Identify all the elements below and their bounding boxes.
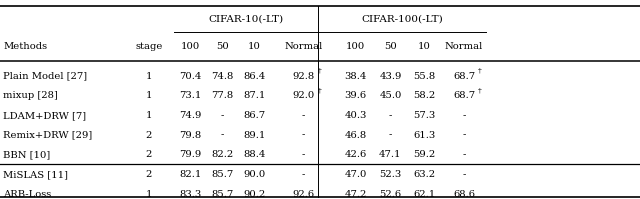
Text: 38.4: 38.4 bbox=[344, 71, 367, 81]
Text: MiSLAS [11]: MiSLAS [11] bbox=[3, 170, 68, 179]
Text: 57.3: 57.3 bbox=[413, 111, 435, 120]
Text: 68.7: 68.7 bbox=[453, 91, 475, 100]
Text: †: † bbox=[318, 86, 322, 94]
Text: †: † bbox=[478, 86, 482, 94]
Text: 1: 1 bbox=[145, 190, 152, 199]
Text: 2: 2 bbox=[146, 131, 152, 140]
Text: 62.1: 62.1 bbox=[413, 190, 435, 199]
Text: ARB-Loss: ARB-Loss bbox=[3, 190, 51, 199]
Text: Methods: Methods bbox=[3, 42, 47, 51]
Text: stage: stage bbox=[135, 42, 163, 51]
Text: mixup [28]: mixup [28] bbox=[3, 91, 58, 100]
Text: 46.8: 46.8 bbox=[344, 131, 367, 140]
Text: -: - bbox=[462, 111, 466, 120]
Text: 45.0: 45.0 bbox=[380, 91, 401, 100]
Text: 1: 1 bbox=[145, 111, 152, 120]
Text: CIFAR-10(-LT): CIFAR-10(-LT) bbox=[209, 14, 284, 23]
Text: 10: 10 bbox=[248, 42, 260, 51]
Text: 87.1: 87.1 bbox=[243, 91, 265, 100]
Text: †: † bbox=[318, 66, 322, 74]
Text: 39.6: 39.6 bbox=[344, 91, 367, 100]
Text: 89.1: 89.1 bbox=[243, 131, 265, 140]
Text: 85.7: 85.7 bbox=[211, 190, 233, 199]
Text: 61.3: 61.3 bbox=[413, 131, 435, 140]
Text: -: - bbox=[462, 170, 466, 179]
Text: 79.9: 79.9 bbox=[179, 150, 201, 159]
Text: Normal: Normal bbox=[445, 42, 483, 51]
Text: 73.1: 73.1 bbox=[179, 91, 201, 100]
Text: 90.2: 90.2 bbox=[243, 190, 265, 199]
Text: 79.8: 79.8 bbox=[179, 131, 201, 140]
Text: -: - bbox=[220, 131, 224, 140]
Text: 52.3: 52.3 bbox=[380, 170, 401, 179]
Text: 86.7: 86.7 bbox=[243, 111, 265, 120]
Text: 50: 50 bbox=[384, 42, 397, 51]
Text: 92.6: 92.6 bbox=[292, 190, 315, 199]
Text: -: - bbox=[220, 111, 224, 120]
Text: -: - bbox=[302, 111, 305, 120]
Text: Remix+DRW [29]: Remix+DRW [29] bbox=[3, 131, 92, 140]
Text: 2: 2 bbox=[146, 150, 152, 159]
Text: 92.8: 92.8 bbox=[292, 71, 315, 81]
Text: 55.8: 55.8 bbox=[413, 71, 435, 81]
Text: 90.0: 90.0 bbox=[243, 170, 265, 179]
Text: 47.1: 47.1 bbox=[379, 150, 402, 159]
Text: 10: 10 bbox=[418, 42, 431, 51]
Text: LDAM+DRW [7]: LDAM+DRW [7] bbox=[3, 111, 86, 120]
Text: 63.2: 63.2 bbox=[413, 170, 435, 179]
Text: 47.0: 47.0 bbox=[344, 170, 367, 179]
Text: 85.7: 85.7 bbox=[211, 170, 233, 179]
Text: 43.9: 43.9 bbox=[380, 71, 401, 81]
Text: 82.1: 82.1 bbox=[179, 170, 201, 179]
Text: -: - bbox=[388, 111, 392, 120]
Text: 92.0: 92.0 bbox=[292, 91, 315, 100]
Text: Normal: Normal bbox=[285, 42, 323, 51]
Text: 59.2: 59.2 bbox=[413, 150, 435, 159]
Text: 68.7: 68.7 bbox=[453, 71, 475, 81]
Text: 2: 2 bbox=[146, 170, 152, 179]
Text: 100: 100 bbox=[346, 42, 365, 51]
Text: BBN [10]: BBN [10] bbox=[3, 150, 51, 159]
Text: CIFAR-100(-LT): CIFAR-100(-LT) bbox=[362, 14, 443, 23]
Text: 1: 1 bbox=[145, 71, 152, 81]
Text: 77.8: 77.8 bbox=[211, 91, 233, 100]
Text: 82.2: 82.2 bbox=[211, 150, 233, 159]
Text: 68.6: 68.6 bbox=[453, 190, 475, 199]
Text: -: - bbox=[462, 150, 466, 159]
Text: 70.4: 70.4 bbox=[179, 71, 201, 81]
Text: -: - bbox=[302, 150, 305, 159]
Text: 47.2: 47.2 bbox=[344, 190, 367, 199]
Text: -: - bbox=[462, 131, 466, 140]
Text: 50: 50 bbox=[216, 42, 228, 51]
Text: 58.2: 58.2 bbox=[413, 91, 435, 100]
Text: 40.3: 40.3 bbox=[344, 111, 367, 120]
Text: 42.6: 42.6 bbox=[344, 150, 367, 159]
Text: -: - bbox=[302, 170, 305, 179]
Text: -: - bbox=[388, 131, 392, 140]
Text: 74.9: 74.9 bbox=[179, 111, 201, 120]
Text: 83.3: 83.3 bbox=[179, 190, 201, 199]
Text: Plain Model [27]: Plain Model [27] bbox=[3, 71, 87, 81]
Text: 88.4: 88.4 bbox=[243, 150, 265, 159]
Text: †: † bbox=[478, 66, 482, 74]
Text: 52.6: 52.6 bbox=[380, 190, 401, 199]
Text: 100: 100 bbox=[180, 42, 200, 51]
Text: 1: 1 bbox=[145, 91, 152, 100]
Text: 86.4: 86.4 bbox=[243, 71, 265, 81]
Text: -: - bbox=[302, 131, 305, 140]
Text: 74.8: 74.8 bbox=[211, 71, 233, 81]
